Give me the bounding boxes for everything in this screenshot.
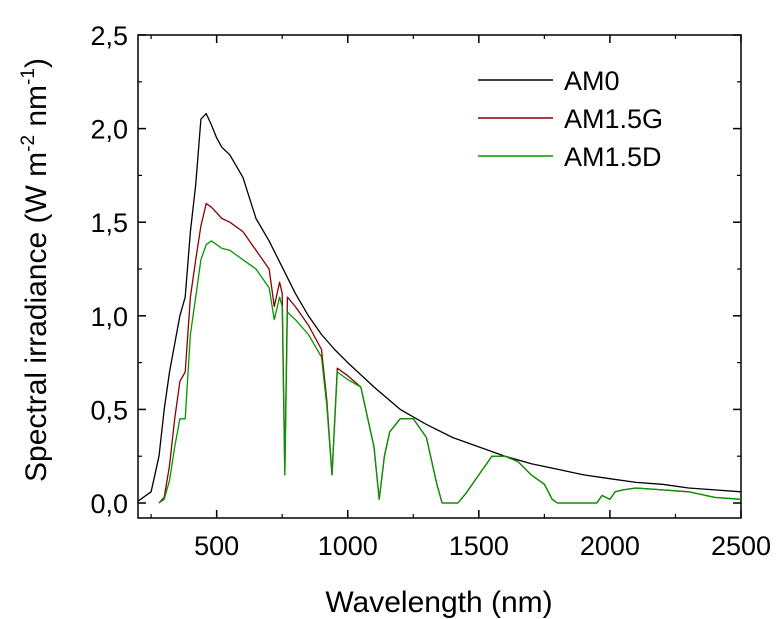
y-axis-title-exp1: -2 [18,135,39,152]
x-tick-label: 2000 [580,531,640,561]
y-tick-label: 0,0 [90,489,128,519]
y-tick-label: 2,0 [90,115,128,145]
x-tick-label: 500 [194,531,239,561]
y-tick-label: 1,5 [90,208,128,238]
legend-label-am0: AM0 [564,66,620,96]
series-line-am0 [137,112,742,502]
x-tick-label: 1500 [449,531,509,561]
y-tick-label: 1,0 [90,302,128,332]
x-tick-label: 1000 [318,531,378,561]
series-line-am1-5g [158,202,742,504]
y-axis-title-exp2: -1 [18,68,39,85]
x-axis-title: Wavelength (nm) [325,586,552,619]
legend-label-am1-5g: AM1.5G [564,104,663,134]
y-axis-title-prefix: Spectral irradiance (W m [20,152,53,482]
y-tick-label: 0,5 [90,395,128,425]
y-tick-label: 2,5 [90,21,128,51]
y-axis-title: Spectral irradiance (W m-2 nm-1) [18,58,53,482]
legend-label-am1-5d: AM1.5D [564,142,662,172]
series-line-am1-5d [158,240,742,504]
y-axis-title-suffix: ) [20,58,53,68]
y-axis-title-middle: nm [20,85,53,135]
x-tick-label: 2500 [711,531,771,561]
plot-area-frame [137,34,742,519]
legend: AM0 AM1.5G AM1.5D [478,66,663,172]
